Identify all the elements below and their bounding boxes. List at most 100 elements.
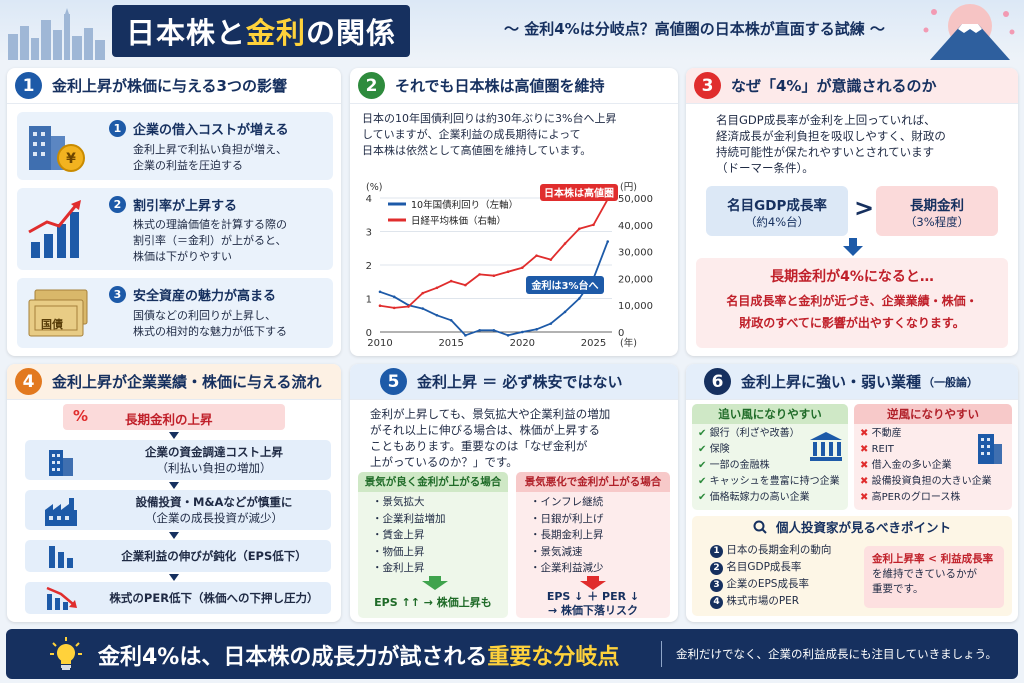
data-point <box>606 240 610 243</box>
section3-line: 経済成長が金利負担を吸収しやすく、財政の <box>716 129 946 143</box>
impact-item-1-title: 企業の借入コストが増える <box>133 123 289 138</box>
x-icon: ✖ <box>860 492 869 503</box>
good-scenario-title: 景気が良く金利が上がる場合 <box>358 472 508 492</box>
title-part1: 日本株と <box>126 16 247 50</box>
flow-step-4-text: 株式のPER低下（株価への下押し圧力） <box>109 591 319 605</box>
x-icon: ✖ <box>860 444 869 455</box>
point-number: 1 <box>710 545 723 558</box>
data-point <box>506 334 510 337</box>
good-item: ・金利上昇 <box>372 562 425 574</box>
impact-item-1: ¥ 1 企業の借入コストが増える 金利上昇で利払い負担が増え、 企業の利益を圧迫… <box>17 112 333 180</box>
x-tick-label: 2020 <box>510 338 535 349</box>
weak-item: ✖ REIT <box>860 442 992 458</box>
bad-item-text: 景気減速 <box>540 545 583 558</box>
y-left-tick-label: 2 <box>366 261 372 272</box>
x-tick-label: 2015 <box>438 338 463 349</box>
point-item: 1 日本の長期金利の動向 <box>710 542 831 559</box>
y-right-axis-label: (円) <box>620 182 637 193</box>
data-point <box>449 279 453 283</box>
section2-title: それでも日本株は高値圏を維持 <box>395 77 605 95</box>
section1-card: 1 金利上昇が株価に与える3つの影響 ¥ 1 企業の借入コストが増える 金利上昇… <box>7 68 341 356</box>
annotation-label: 日本株は高値圏 <box>544 187 614 200</box>
gdp-growth-label: 名目GDP成長率 <box>727 198 827 214</box>
footer-message-part1: 金利4%は、日本株の成長力が試される <box>98 645 488 670</box>
data-point <box>521 330 524 334</box>
section5-line: 上がっているのか？」です。 <box>370 455 518 469</box>
y-right-tick-label: 0 <box>618 328 624 339</box>
data-point <box>549 258 553 261</box>
result-title: 長期金利が4%になると… <box>770 269 934 285</box>
good-item-text: 金利上昇 <box>382 562 425 574</box>
arrow-down-icon <box>843 238 863 256</box>
check-icon: ✔ <box>698 476 707 487</box>
flow-top: % 長期金利の上昇 <box>63 404 285 430</box>
section2-text: 日本の10年国債利回りは約30年ぶりに3%台へ上昇 していますが、企業利益の成長… <box>362 111 616 159</box>
x-tick-label: 2010 <box>367 338 392 349</box>
magnifier-icon <box>753 520 767 534</box>
section6-title: 金利上昇に強い・弱い業種 <box>741 373 922 391</box>
good-item-text: 景気拡大 <box>382 496 425 508</box>
investor-points-title: 個人投資家が見るべきポイント <box>776 520 952 535</box>
office-building-icon <box>978 434 1002 464</box>
bank-icon <box>810 432 842 461</box>
section5-line: 金利が上昇しても、景気拡大や企業利益の増加 <box>370 407 611 421</box>
section3-text: 名目GDP成長率が金利を上回っていれば、 経済成長が金利負担を吸収しやすく、財政… <box>716 112 946 176</box>
investor-points-header: 個人投資家が見るべきポイント <box>692 516 1012 538</box>
falling-chart-icon <box>46 586 77 610</box>
weak-item-text: 不動産 <box>871 428 902 439</box>
point-number: 4 <box>710 596 723 609</box>
page-title: 日本株と 金利 の関係 <box>112 5 411 57</box>
impact-item-1-line: 企業の利益を圧迫する <box>133 159 243 172</box>
bad-item-text: 企業利益減少 <box>540 562 604 574</box>
bad-item-text: インフレ継続 <box>540 496 604 508</box>
page-subtitle: 〜 金利4%は分岐点？高値圏の日本株が直面する試練 〜 <box>504 20 885 38</box>
section5-card: 5 金利上昇 ＝ 必ず株安ではない 金利が上昇しても、景気拡大や企業利益の増加 … <box>350 364 678 622</box>
lightbulb-icon <box>50 637 82 670</box>
bad-scenario-result: EPS ↓ ＋ PER ↓ → 株価下落リスク <box>516 590 670 618</box>
result-line: 名目成長率と金利が近づき、企業業績・株価・ <box>726 294 978 308</box>
good-item: ・賃金上昇 <box>372 529 425 541</box>
y-left-tick-label: 3 <box>366 228 372 239</box>
investor-note-title: 金利上昇率 < 利益成長率 <box>872 553 994 565</box>
impact-item-2-line: 株価は下がりやすい <box>133 250 232 263</box>
red-arrow-down-icon <box>580 576 606 590</box>
impact-item-3-number: 3 <box>109 286 126 303</box>
data-point <box>421 307 424 310</box>
legend-label: 日経平均株価（右軸） <box>411 215 506 227</box>
flow-top-text: 長期金利の上昇 <box>125 412 213 427</box>
strong-item: ✔ 一部の金融株 <box>698 458 840 474</box>
point-text: 日本の長期金利の動向 <box>726 544 832 556</box>
bad-item: ・インフレ継続 <box>530 496 604 508</box>
flow-step-1-text: 企業の資金調達コスト上昇 （利払い負担の増加） <box>101 444 327 476</box>
section5-title: 金利上昇 ＝ 必ず株安ではない <box>417 373 623 391</box>
point-item: 4 株式市場のPER <box>710 593 831 610</box>
falling-bars-icon <box>49 546 73 568</box>
strong-item: ✔ 保険 <box>698 442 840 458</box>
x-tick-label: 2025 <box>581 338 606 349</box>
impact-item-3-line: 国債などの利回りが上昇し、 <box>133 309 276 322</box>
flow-step-line: （企業の成長投資が減少） <box>145 511 283 525</box>
footer-banner: 金利4%は、日本株の成長力が試される重要な分岐点 金利だけでなく、企業の利益成長… <box>6 629 1018 679</box>
y-right-tick-label: 50,000 <box>618 194 653 205</box>
section2-line: していますが、企業利益の成長期待によって <box>362 128 581 141</box>
impact-item-2-title: 割引率が上昇する <box>133 199 238 214</box>
data-point <box>521 266 524 269</box>
check-icon: ✔ <box>698 444 707 455</box>
y-right-tick-label: 30,000 <box>618 248 653 259</box>
data-point <box>563 310 567 314</box>
building-icon <box>49 450 73 476</box>
good-item: ・物価上昇 <box>372 545 425 558</box>
flow-step-3: 企業利益の伸びが鈍化（EPS低下） <box>25 540 331 572</box>
strong-item: ✔ キャッシュを豊富に持つ企業 <box>698 474 840 490</box>
weak-item-text: REIT <box>871 444 894 455</box>
flow-step-4: 株式のPER低下（株価への下押し圧力） <box>25 582 331 614</box>
flow-step-line: 設備投資・M&Aなどが慎重に <box>135 495 293 509</box>
weak-sectors-title: 逆風になりやすい <box>854 404 1012 424</box>
strong-sectors: 追い風になりやすい ✔ 銀行（利ざや改善） ✔ 保険 ✔ 一部の金融株 ✔ キャ… <box>692 404 848 510</box>
investor-points: 個人投資家が見るべきポイント 1 日本の長期金利の動向 2 名目GDP成長率 3… <box>692 516 1012 616</box>
data-point <box>435 313 439 317</box>
section6-number: 6 <box>704 368 731 395</box>
bad-result-line: EPS ↓ ＋ PER ↓ <box>546 590 640 603</box>
data-point <box>592 223 595 227</box>
good-scenario-result: EPS ↑↑ → 株価上昇も <box>374 596 492 609</box>
